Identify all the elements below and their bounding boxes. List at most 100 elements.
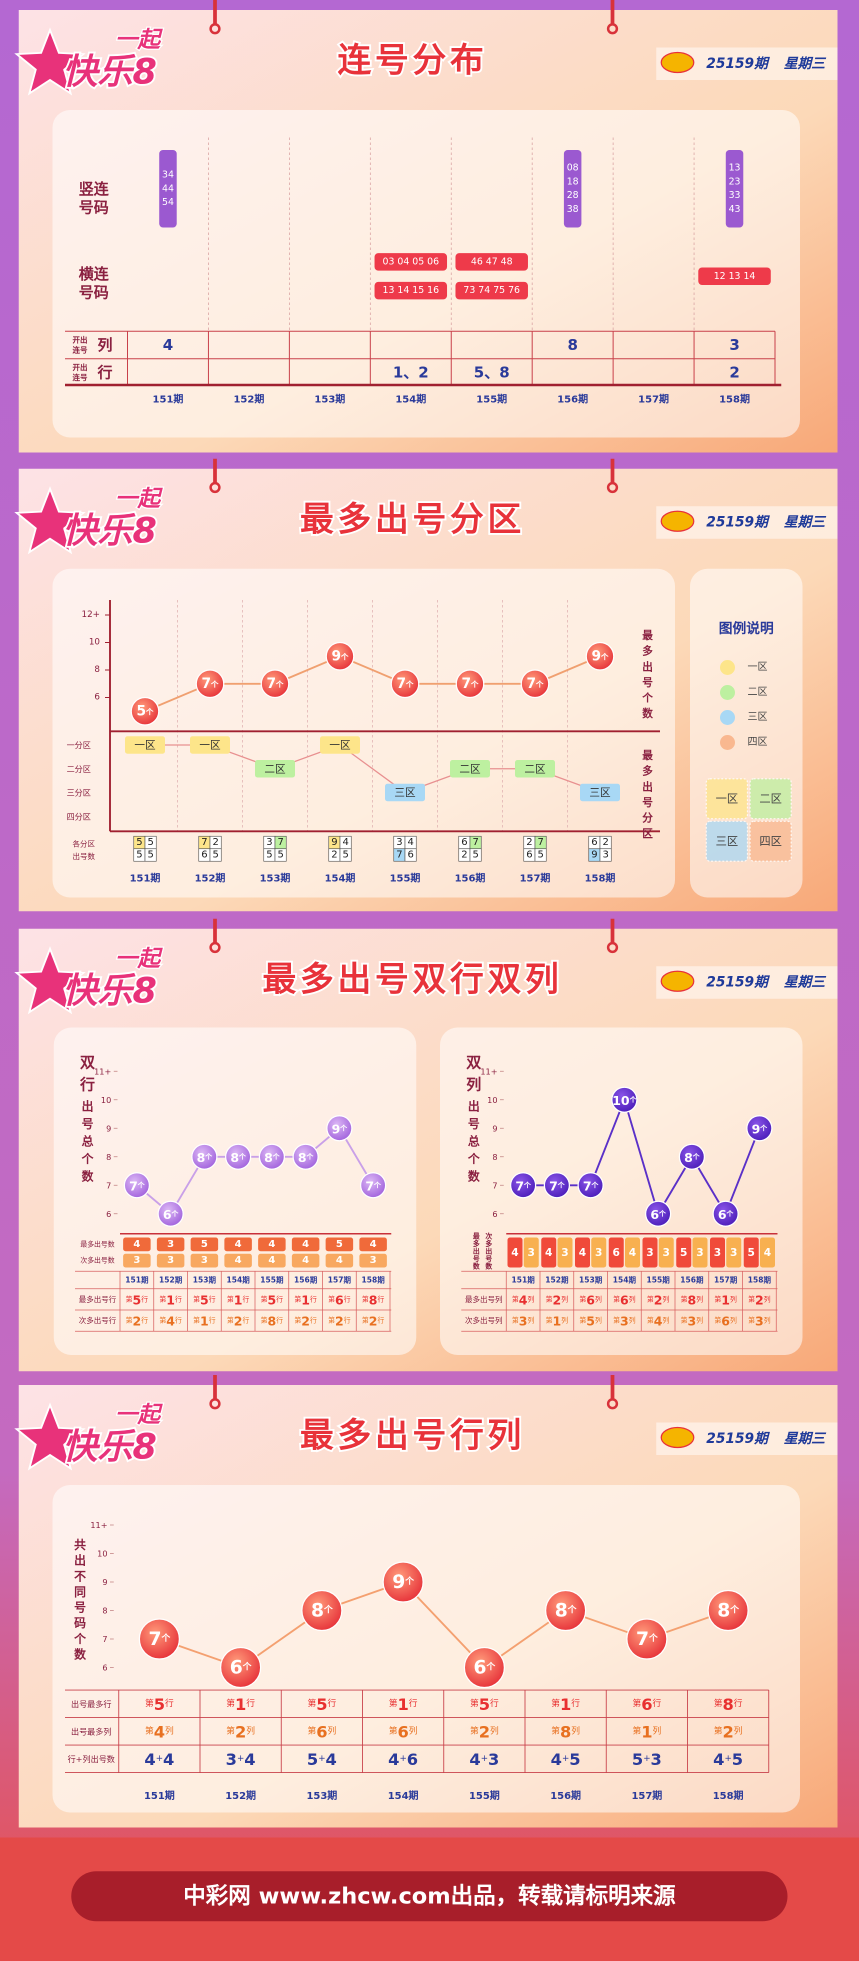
text-part: 第 — [470, 1697, 479, 1709]
text-part: 6 — [586, 1292, 595, 1307]
period: 158期 — [362, 1275, 386, 1285]
hanger-ring — [606, 1398, 619, 1410]
second-count: 4 — [764, 1246, 771, 1259]
text-part: 行 — [209, 1294, 216, 1303]
period: 153期 — [314, 393, 345, 406]
point — [130, 696, 160, 726]
text-part: 第 — [294, 1294, 301, 1303]
second-count: 4 — [629, 1246, 636, 1259]
row-value: 第3列 — [613, 1313, 636, 1328]
top-count-box — [710, 1237, 725, 1268]
text-part: 码 — [74, 1616, 86, 1630]
row-label: 次多出号列 — [465, 1315, 503, 1325]
text-part: 第 — [647, 1294, 654, 1303]
zone-box — [580, 783, 620, 802]
vertical-number: 43 — [729, 204, 741, 215]
text-part: 列 — [561, 1294, 568, 1303]
text-part: 同 — [74, 1585, 86, 1599]
text-part: 6 — [641, 1694, 652, 1713]
text-part: 6 — [407, 1749, 418, 1768]
second-count: 3 — [730, 1246, 737, 1259]
point-unit: 个 — [373, 1180, 381, 1189]
text-part: + — [724, 1754, 731, 1764]
top-count: 4 — [579, 1246, 586, 1259]
text-part: 列 — [561, 1316, 568, 1325]
footer: 中彩网 www.zhcw.com出品，转载请标明来源 — [183, 1883, 676, 1909]
text-part: 第 — [632, 1697, 641, 1709]
period: 152期 — [545, 1275, 569, 1285]
period: 158期 — [748, 1275, 772, 1285]
hanger-ring — [209, 481, 221, 494]
panel-title: 最多出号双行双列 — [262, 959, 562, 998]
text-part: 次 — [485, 1231, 492, 1240]
point-label: 7个 — [461, 676, 479, 692]
logo-star — [14, 486, 86, 555]
legend-tile-name: 一区 — [716, 792, 739, 805]
text-part: 1 — [721, 1292, 730, 1307]
vertical-number: 54 — [162, 197, 174, 208]
point-unit: 个 — [242, 1661, 252, 1673]
table-label-small: 开出 — [73, 335, 88, 345]
point-unit: 个 — [535, 678, 544, 688]
row-value: 第8列 — [551, 1722, 580, 1741]
second-count: 3 — [663, 1246, 670, 1259]
horizontal-number: 03 04 05 06 — [382, 256, 439, 267]
text-part: 第 — [227, 1294, 234, 1303]
period: 152期 — [225, 1789, 256, 1802]
row-value: 第1列 — [546, 1313, 569, 1328]
text-part: 3 — [488, 1749, 499, 1768]
second-count-box — [523, 1237, 539, 1268]
text-part: 4 — [469, 1749, 480, 1768]
text-part: 5 — [268, 1292, 277, 1307]
text-part: 第 — [362, 1316, 369, 1325]
horizontal-box — [698, 267, 771, 285]
point — [301, 1589, 343, 1632]
logo-top: 一起 — [115, 946, 164, 972]
point-label: 9个 — [332, 1121, 348, 1136]
second-count: 3 — [201, 1255, 208, 1266]
second-count-box — [658, 1237, 674, 1268]
text-part: 4 — [163, 1749, 174, 1768]
text-part: 数 — [74, 1647, 86, 1661]
text-part: 2 — [301, 1313, 310, 1328]
text-part: 列 — [696, 1294, 703, 1303]
row-value: 第8行 — [261, 1313, 284, 1328]
horizontal-box — [374, 253, 448, 271]
text-part: 数 — [468, 1170, 480, 1184]
legend-tile-name: 二区 — [759, 792, 782, 805]
text-part: 个 — [73, 1632, 86, 1646]
table-label-small: 连号 — [73, 372, 88, 382]
grid-number: 4 — [342, 837, 348, 848]
text-part: 列 — [653, 1724, 662, 1736]
point-label: 9个 — [392, 1572, 414, 1593]
table-label-big: 列 — [97, 336, 112, 354]
zone-box — [190, 736, 230, 754]
point — [463, 1646, 505, 1689]
second-count: 4 — [268, 1255, 275, 1266]
text-part: 8 — [560, 1722, 571, 1741]
text-part: 5 — [133, 1292, 142, 1307]
text-part: 号 — [642, 675, 653, 688]
text-part: 5 — [586, 1313, 595, 1328]
text-part: 行 — [377, 1294, 384, 1303]
grid-number: 3 — [396, 837, 402, 848]
text-part: 行 — [141, 1316, 148, 1325]
second-count-box — [557, 1237, 573, 1268]
point-value: 8 — [311, 1600, 324, 1621]
card — [440, 1027, 803, 1355]
top-count: 5 — [748, 1246, 755, 1259]
text-part: 1 — [166, 1292, 175, 1307]
text-part: 5 — [316, 1694, 327, 1713]
text-part: 第 — [546, 1294, 553, 1303]
weekday: 星期三 — [784, 56, 827, 72]
zone-name: 一区 — [134, 738, 156, 751]
y-tick-label: 7 — [106, 1180, 111, 1190]
text-part: 列 — [696, 1316, 703, 1325]
second-count: 3 — [696, 1246, 703, 1259]
top-count-box — [507, 1237, 523, 1268]
grid-number: 7 — [396, 850, 402, 861]
row-value: 第4列 — [512, 1292, 535, 1307]
grid-number: 5 — [147, 837, 153, 848]
text-part: 个 — [641, 691, 653, 704]
row-label: 行+列出号数 — [68, 1754, 115, 1764]
